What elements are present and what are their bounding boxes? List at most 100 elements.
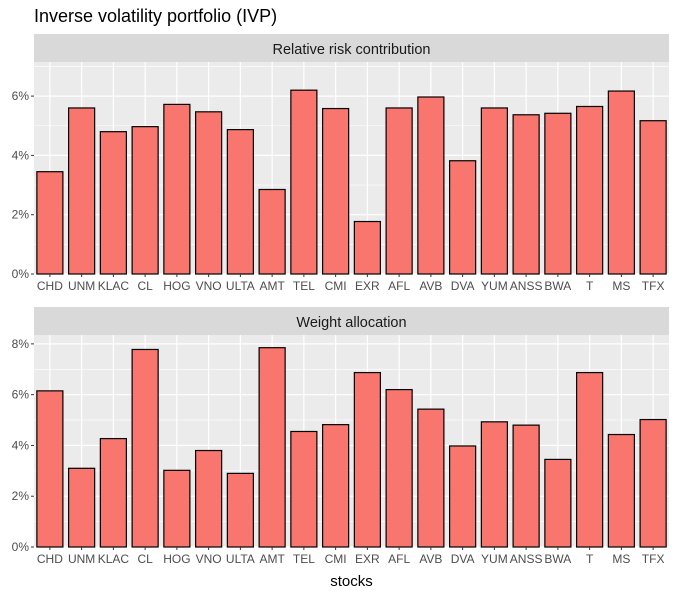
y-tick-label: 6%: [12, 89, 30, 103]
bar-klac: [99, 437, 127, 548]
chart-title: Inverse volatility portfolio (IVP): [34, 6, 277, 26]
x-tick-label: UNM: [68, 279, 95, 293]
x-tick-label: AFL: [388, 552, 410, 566]
x-tick-label: CL: [137, 552, 153, 566]
x-tick-label: AVB: [419, 279, 442, 293]
strip-background: [34, 34, 669, 62]
x-tick-label: ANSS: [510, 552, 543, 566]
y-axis: 0% 2% 4% 6% 8%: [12, 337, 34, 554]
facet-risk-contribution: Relative risk contribution 0% 2% 4% 6% CHD U…: [12, 34, 669, 293]
bar-bwa: [544, 458, 572, 548]
bar-bwa: [544, 112, 572, 275]
x-axis: CHD UNM KLAC CL HOG VNO ULTA AMT TEL CMI EXR AFL AVB…: [37, 547, 665, 566]
x-tick-label: VNO: [196, 552, 222, 566]
x-tick-label: AMT: [259, 279, 285, 293]
bar-chd: [36, 390, 64, 548]
x-tick-label: TFX: [642, 279, 665, 293]
panel-background: [34, 335, 669, 547]
bar-vno: [195, 449, 223, 548]
x-tick-label: TEL: [293, 279, 315, 293]
y-tick-label: 0%: [12, 540, 30, 554]
x-tick-label: UNM: [68, 552, 95, 566]
bar-t: [576, 371, 604, 548]
strip-label: Relative risk contribution: [273, 42, 431, 58]
bar-amt: [258, 188, 286, 275]
y-tick-label: 4%: [12, 148, 30, 162]
x-tick-label: AVB: [419, 552, 442, 566]
bar-t: [576, 105, 604, 275]
bar-amt: [258, 347, 286, 548]
y-tick-label: 8%: [12, 337, 30, 351]
x-axis-title: stocks: [330, 573, 373, 590]
bar-afl: [385, 388, 413, 548]
bar-ulta: [226, 129, 254, 275]
bar-hog: [163, 469, 191, 548]
bar-klac: [99, 131, 127, 275]
x-tick-label: TEL: [293, 552, 315, 566]
y-tick-label: 4%: [12, 438, 30, 452]
bars: [36, 347, 667, 548]
x-tick-label: CMI: [325, 279, 347, 293]
x-tick-label: T: [586, 279, 594, 293]
x-tick-label: YUM: [481, 279, 508, 293]
bar-exr: [353, 371, 381, 548]
x-tick-label: EXR: [355, 279, 380, 293]
bar-hog: [163, 103, 191, 275]
x-tick-label: ULTA: [226, 279, 255, 293]
strip-background: [34, 307, 669, 335]
x-tick-label: KLAC: [98, 279, 130, 293]
x-tick-label: CMI: [325, 552, 347, 566]
bar-yum: [480, 107, 508, 275]
strip-label: Weight allocation: [296, 315, 406, 331]
bar-avb: [417, 96, 445, 275]
facet-weight-allocation: Weight allocation 0% 2% 4% 6% 8% CHD UNM KLAC C…: [12, 307, 669, 566]
x-tick-label: ANSS: [510, 279, 543, 293]
x-axis: CHD UNM KLAC CL HOG VNO ULTA AMT TEL CMI EXR AFL AVB…: [37, 274, 665, 293]
y-tick-label: 2%: [12, 208, 30, 222]
x-tick-label: YUM: [481, 552, 508, 566]
panel-background: [34, 62, 669, 274]
x-tick-label: BWA: [544, 279, 571, 293]
bar-chd: [36, 171, 64, 275]
x-tick-label: ULTA: [226, 552, 255, 566]
x-tick-label: MS: [612, 279, 630, 293]
x-tick-label: BWA: [544, 552, 571, 566]
bar-dva: [449, 160, 477, 275]
bar-tfx: [639, 120, 667, 275]
bar-vno: [195, 111, 223, 275]
bar-unm: [68, 107, 96, 275]
bar-tfx: [639, 418, 667, 548]
x-tick-label: AMT: [259, 552, 285, 566]
bar-anss: [512, 424, 540, 548]
bar-ms: [607, 433, 635, 548]
y-tick-label: 6%: [12, 388, 30, 402]
x-tick-label: HOG: [163, 279, 190, 293]
bar-ulta: [226, 472, 254, 548]
x-tick-label: MS: [612, 552, 630, 566]
bar-tel: [290, 89, 318, 275]
bar-yum: [480, 421, 508, 548]
x-tick-label: CHD: [37, 552, 63, 566]
bar-anss: [512, 114, 540, 275]
bar-cl: [131, 348, 159, 548]
bar-cl: [131, 126, 159, 275]
y-axis: 0% 2% 4% 6%: [12, 89, 34, 281]
x-tick-label: TFX: [642, 552, 665, 566]
x-tick-label: AFL: [388, 279, 410, 293]
bar-exr: [353, 220, 381, 275]
x-tick-label: CL: [137, 279, 153, 293]
x-tick-label: HOG: [163, 552, 190, 566]
x-tick-label: T: [586, 552, 594, 566]
y-tick-label: 2%: [12, 489, 30, 503]
bars: [36, 89, 667, 275]
bar-dva: [449, 445, 477, 548]
x-tick-label: DVA: [451, 552, 475, 566]
x-tick-label: KLAC: [98, 552, 130, 566]
bar-cmi: [322, 424, 350, 548]
x-tick-label: DVA: [451, 279, 475, 293]
bar-unm: [68, 467, 96, 548]
x-tick-label: VNO: [196, 279, 222, 293]
bar-ms: [607, 90, 635, 275]
bar-cmi: [322, 107, 350, 275]
